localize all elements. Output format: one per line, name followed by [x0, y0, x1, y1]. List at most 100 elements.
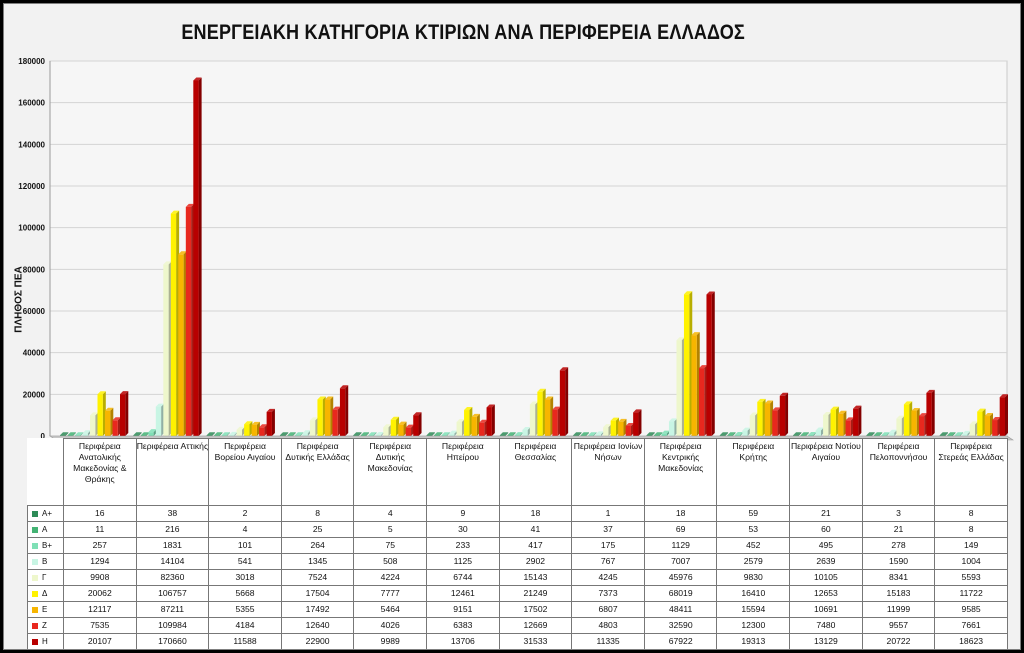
bar-side — [138, 432, 142, 436]
bar-front — [75, 435, 81, 436]
bar-top — [853, 405, 862, 409]
data-cell: 11999 — [861, 601, 936, 618]
bar — [625, 422, 634, 436]
bar-top — [360, 432, 370, 436]
bar — [90, 412, 99, 436]
bar-top — [999, 394, 1008, 398]
bar-top — [573, 432, 582, 436]
data-cell: 15594 — [716, 601, 791, 618]
bar-top — [588, 432, 597, 436]
bar-top — [229, 431, 238, 435]
bar-front — [588, 435, 594, 436]
category-label: Περιφέρεια Πελοποννήσου — [861, 438, 936, 506]
bar-top — [969, 421, 978, 425]
bar-top — [683, 291, 693, 295]
bar — [764, 400, 774, 436]
bar — [441, 432, 450, 436]
bar-top — [405, 424, 415, 428]
legend-swatch — [32, 542, 38, 549]
bar-front — [603, 427, 609, 436]
bar-side — [358, 432, 362, 436]
bar-top — [140, 432, 150, 436]
bar-front — [339, 388, 346, 436]
bar-top — [449, 430, 458, 434]
series-label: Α+ — [27, 505, 64, 522]
bar-top — [236, 426, 245, 430]
chart-plot: 0 20000 40000 60000 80000 100000 120000 140000 1… — [18, 57, 1014, 441]
bar — [398, 421, 407, 436]
data-cell: 264 — [280, 537, 355, 554]
bar-top — [808, 431, 817, 435]
bar-front — [206, 435, 212, 436]
bar-front — [279, 435, 286, 436]
bar-top — [251, 421, 260, 425]
bar-front — [170, 213, 177, 436]
bar-top — [112, 417, 121, 421]
bar-top — [302, 430, 311, 434]
bar-side — [858, 405, 862, 436]
bar-side — [931, 389, 935, 436]
bar-front — [405, 427, 412, 436]
bar-side — [431, 432, 435, 436]
category-label: Περιφέρεια Αττικής — [135, 438, 210, 506]
bar-front — [244, 424, 250, 436]
data-cell: 5593 — [934, 569, 1008, 586]
data-cell: 12653 — [789, 585, 863, 602]
data-cell: 9 — [426, 505, 500, 522]
data-cell: 67922 — [643, 633, 718, 649]
bar-top — [653, 432, 663, 436]
data-cell: 216 — [135, 521, 210, 538]
bar-front — [808, 434, 814, 436]
series-label: Ζ — [27, 617, 64, 634]
bar-top — [163, 261, 172, 265]
bar — [383, 424, 392, 436]
bar-top — [625, 422, 634, 426]
data-cell: 2579 — [716, 553, 791, 570]
bar — [911, 408, 920, 436]
bar-top — [441, 432, 450, 436]
data-cell: 21249 — [498, 585, 573, 602]
bar-front — [544, 399, 551, 436]
bar-side — [725, 432, 729, 436]
data-cell: 7535 — [63, 617, 137, 634]
bar — [749, 412, 759, 436]
series-name: Η — [42, 637, 48, 646]
data-cell: 9151 — [426, 601, 500, 618]
bar-front — [888, 432, 895, 436]
data-cell: 9908 — [63, 569, 137, 586]
bar-top — [266, 408, 275, 412]
bar — [413, 412, 422, 436]
bar — [633, 409, 642, 436]
data-cell: 18 — [643, 505, 718, 522]
bar-top — [742, 427, 751, 431]
data-cell: 17502 — [498, 601, 573, 618]
series-name: Δ — [42, 589, 48, 598]
bar-top — [845, 417, 854, 421]
bar-top — [486, 404, 495, 408]
bar — [830, 406, 839, 436]
bar — [339, 385, 349, 436]
bar-front — [653, 435, 660, 436]
bar — [426, 432, 435, 436]
bar-top — [779, 392, 789, 396]
bar-top — [97, 391, 106, 395]
bar-front — [838, 413, 844, 436]
bar-top — [390, 416, 400, 420]
data-cell: 75 — [353, 537, 428, 554]
data-cell: 11 — [63, 521, 137, 538]
bar-top — [544, 396, 554, 400]
bar — [60, 432, 69, 436]
data-cell: 37 — [571, 521, 645, 538]
data-cell: 12117 — [63, 601, 137, 618]
data-cell: 5464 — [353, 601, 428, 618]
data-cell: 6383 — [426, 617, 500, 634]
bar — [529, 401, 539, 436]
bar — [471, 413, 480, 436]
bar — [332, 406, 341, 436]
y-tick-label: 140000 — [18, 140, 45, 149]
bar-front — [120, 394, 126, 436]
bar-side — [871, 432, 875, 436]
bar-front — [969, 424, 975, 436]
bar-top — [259, 424, 268, 428]
bar-front — [332, 409, 338, 436]
